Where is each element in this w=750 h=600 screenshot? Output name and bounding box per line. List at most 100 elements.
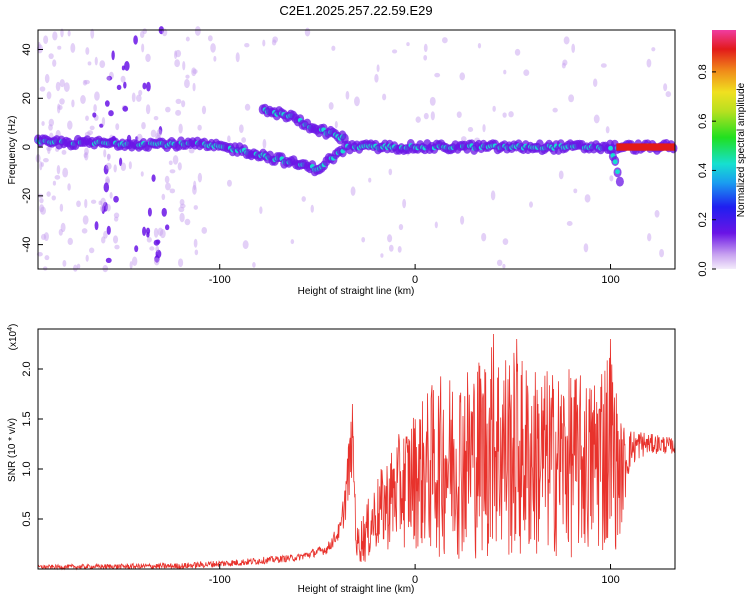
noise-blob (354, 96, 360, 107)
noise-blob (52, 31, 58, 41)
noise-blob (67, 120, 73, 130)
noise-blob (593, 114, 600, 124)
noise-blob (175, 98, 182, 104)
noise-blob (81, 228, 88, 234)
noise-blob (185, 36, 190, 42)
noise-blob (244, 43, 250, 48)
noise-blob (477, 42, 482, 49)
noise-blob (48, 118, 55, 127)
noise-blob (59, 98, 65, 105)
noise-blob (415, 116, 421, 123)
colorbar-label: Normalized spectral amplitude (736, 82, 747, 217)
noise-blob (47, 147, 51, 155)
noise-blob (334, 121, 338, 129)
noise-blob (361, 236, 366, 243)
noise-blob (105, 257, 112, 263)
noise-blob (146, 231, 150, 238)
noise-blob (193, 238, 198, 248)
noise-blob (62, 167, 69, 178)
noise-blob (197, 172, 203, 183)
noise-blob (382, 93, 387, 101)
noise-blob (235, 52, 240, 63)
noise-blob (61, 149, 67, 155)
noise-blob (150, 129, 157, 138)
noise-blob (155, 245, 160, 252)
noise-blob (651, 47, 656, 52)
noise-blob (85, 254, 89, 262)
noise-blob (482, 124, 486, 133)
noise-blob (376, 64, 380, 72)
noise-blob (57, 105, 63, 110)
noise-blob (503, 69, 507, 75)
noise-blob (460, 215, 465, 225)
noise-blob (46, 91, 52, 100)
noise-blob (85, 115, 89, 121)
noise-blob (142, 28, 147, 35)
noise-blob (193, 180, 197, 191)
spectrogram-x-tick-label: 0 (412, 274, 418, 286)
spectrogram-panel: -100 0 100 -40 -20 0 20 40 Height of straight l… (7, 26, 678, 297)
noise-blob (48, 53, 54, 60)
spectrogram-y-axis-label: Frequency (Hz) (7, 116, 18, 185)
noise-blob (115, 123, 120, 131)
spectrogram-ticks: -100 0 100 -40 -20 0 20 40 (21, 43, 620, 286)
noise-blob (508, 111, 514, 118)
noise-blob (151, 174, 156, 182)
noise-blob (213, 55, 217, 62)
colorbar: 0.0 0.2 0.4 0.6 0.8 Normalized spectral ampl… (697, 30, 747, 277)
noise-blob (116, 84, 122, 90)
noise-blob (57, 45, 62, 50)
noise-blob (40, 206, 46, 215)
noise-blob (563, 36, 570, 45)
noise-blob (149, 246, 155, 251)
noise-blob (430, 111, 435, 121)
colorbar-tick-label: 0.8 (697, 64, 709, 79)
noise-blob (663, 83, 668, 92)
noise-blob (84, 198, 88, 209)
noise-blob (99, 60, 106, 69)
snr-y-tick-label: 1.0 (21, 461, 33, 476)
snr-y-tick-label: 0.5 (21, 511, 33, 526)
noise-blob (456, 111, 462, 118)
noise-blob (82, 215, 89, 225)
noise-blob (174, 59, 180, 68)
noise-blob (155, 239, 161, 245)
noise-blob (89, 125, 95, 131)
noise-blob (136, 94, 142, 102)
noise-blob (592, 78, 598, 88)
spectrogram-marks (34, 26, 678, 273)
noise-blob (184, 218, 191, 226)
figure-title: C2E1.2025.257.22.59.E29 (279, 3, 432, 18)
noise-blob (191, 67, 197, 77)
noise-blob (42, 157, 49, 163)
noise-blob (502, 263, 506, 269)
noise-blob (153, 227, 159, 238)
noise-blob (112, 235, 119, 244)
noise-blob (140, 171, 144, 177)
noise-blob (368, 177, 372, 183)
noise-blob (566, 220, 573, 227)
noise-blob (108, 110, 114, 117)
noise-blob (402, 198, 407, 209)
noise-blob (87, 61, 92, 66)
noise-blob (58, 228, 63, 236)
snr-x-tick-label: 0 (412, 574, 418, 586)
noise-blob (129, 261, 133, 270)
noise-blob (73, 264, 78, 272)
noise-blob (103, 182, 110, 193)
noise-blob (179, 203, 186, 209)
noise-blob (242, 240, 249, 249)
noise-blob (441, 37, 448, 44)
noise-blob (558, 170, 564, 180)
noise-blob (423, 112, 429, 120)
noise-blob (210, 43, 216, 53)
noise-blob (119, 157, 123, 167)
noise-blob (184, 78, 190, 89)
noise-blob (39, 86, 46, 92)
snr-y-scale-base: (x10 (8, 330, 19, 350)
noise-blob (70, 43, 76, 53)
noise-blob (134, 245, 139, 253)
noise-blob (51, 195, 56, 201)
snr-frame (37, 328, 676, 570)
snr-x-tick-label: 100 (601, 574, 619, 586)
